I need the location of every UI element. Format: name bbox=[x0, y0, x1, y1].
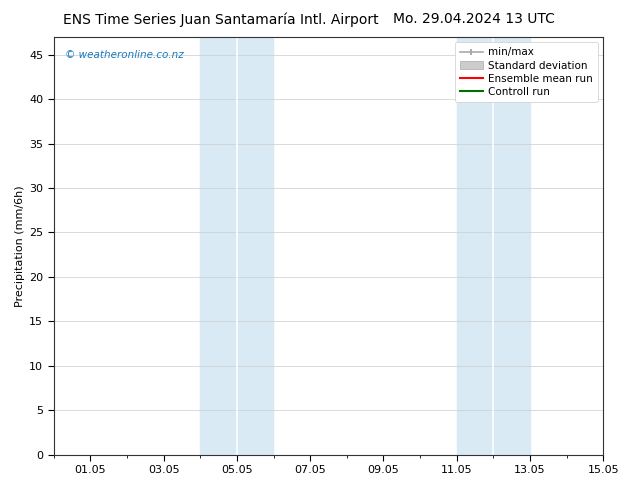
Legend: min/max, Standard deviation, Ensemble mean run, Controll run: min/max, Standard deviation, Ensemble me… bbox=[455, 42, 598, 102]
Text: Mo. 29.04.2024 13 UTC: Mo. 29.04.2024 13 UTC bbox=[393, 12, 555, 26]
Bar bbox=[456, 37, 493, 455]
Y-axis label: Precipitation (mm/6h): Precipitation (mm/6h) bbox=[15, 185, 25, 307]
Bar bbox=[237, 37, 273, 455]
Text: ENS Time Series Juan Santamaría Intl. Airport: ENS Time Series Juan Santamaría Intl. Ai… bbox=[63, 12, 379, 27]
Bar bbox=[493, 37, 530, 455]
Bar bbox=[200, 37, 237, 455]
Text: © weatheronline.co.nz: © weatheronline.co.nz bbox=[65, 49, 183, 60]
